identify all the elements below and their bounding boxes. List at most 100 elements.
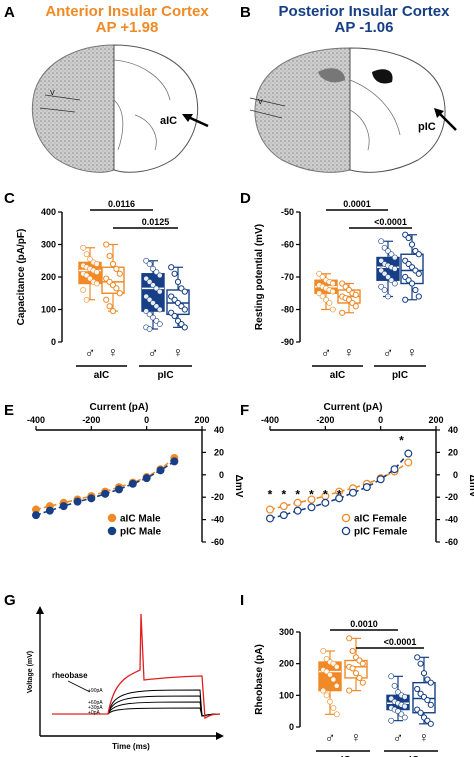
- d-data-point-outline: [378, 267, 385, 274]
- i-data-point: [334, 711, 340, 717]
- f-x-tick-label: 200: [428, 415, 443, 425]
- e-x-axis-label: Current (pA): [90, 402, 149, 413]
- d-data-point: [326, 300, 332, 306]
- f-y-tick-label: 40: [448, 425, 458, 435]
- c-data-point-outline: [146, 296, 153, 303]
- d-data-point: [412, 286, 419, 294]
- e-y-tick-label: -60: [211, 537, 224, 547]
- c-data-point: [106, 252, 113, 259]
- d-comparison-label: 0.0001: [343, 199, 371, 209]
- i-data-point: [346, 635, 353, 642]
- i-y-axis-label: Rheobase (pA): [254, 644, 265, 715]
- c-data-point: [94, 280, 100, 287]
- c-data-point: [106, 303, 113, 310]
- d-y-tick-label: -50: [281, 207, 294, 217]
- c-data-point-outline: [83, 296, 90, 303]
- d-data-point: [415, 251, 422, 258]
- c-data-point-outline: [146, 326, 153, 332]
- c-data-point-outline: [80, 244, 87, 251]
- panel-letter-c: C: [4, 190, 15, 207]
- c-data-point-outline: [153, 269, 160, 276]
- d-y-axis-label: Resting potential (mV): [254, 224, 265, 330]
- c-data-point: [94, 269, 100, 275]
- e-data-point: [128, 479, 137, 488]
- f-y-tick-label: -40: [445, 515, 458, 525]
- e-x-tick-label: -400: [27, 415, 45, 425]
- d-data-point-outline: [388, 277, 395, 284]
- f-significance-marker: *: [337, 487, 342, 501]
- f-legend-marker: [341, 513, 351, 523]
- c-data-point: [103, 241, 110, 248]
- f-data-point: [362, 483, 371, 492]
- d-data-point: [402, 296, 409, 303]
- d-data-point: [392, 254, 398, 261]
- f-x-tick-label: -400: [261, 415, 279, 425]
- f-data-point: [404, 449, 413, 458]
- d-data-point: [352, 291, 359, 298]
- c-data-point: [171, 312, 178, 320]
- c-data-point: [116, 270, 123, 277]
- c-sex-symbol: ♀: [173, 344, 184, 360]
- i-sex-symbol: ♂: [393, 729, 404, 745]
- c-data-point: [84, 297, 90, 303]
- i-data-point: [427, 720, 434, 727]
- f-significance-marker: *: [399, 434, 404, 448]
- g-y-axis-arrow: [36, 606, 44, 614]
- c-data-point-outline: [143, 257, 150, 264]
- i-data-point: [334, 664, 340, 670]
- c-data-point: [109, 260, 117, 268]
- i-data-point: [346, 687, 353, 694]
- d-data-point: [378, 238, 384, 244]
- g-rheobase-pointer: [67, 680, 91, 693]
- c-data-point: [181, 324, 188, 331]
- e-series-line: [35, 457, 175, 511]
- c-data-point: [171, 270, 178, 277]
- i-data-point: [320, 648, 326, 654]
- i-data-point: [420, 670, 428, 677]
- d-data-point-outline: [385, 248, 391, 254]
- d-data-point: [415, 270, 422, 277]
- f-data-point: [293, 498, 302, 507]
- i-data-point-outline: [391, 682, 398, 689]
- d-sex-symbol: ♀: [407, 344, 418, 360]
- c-data-point-outline: [150, 300, 156, 306]
- c-data-point-outline: [143, 308, 150, 315]
- i-data-point-outline: [388, 673, 395, 680]
- i-data-point-outline: [395, 708, 401, 715]
- c-data-point-outline: [146, 278, 153, 285]
- i-data-point: [324, 692, 330, 698]
- i-data-point: [388, 673, 394, 679]
- f-x-axis-label: Current (pA): [324, 402, 383, 413]
- g-x-axis-label: Time (ms): [112, 742, 150, 751]
- i-region-label: pIC: [403, 755, 419, 757]
- g-current-step-label: +0pA: [88, 710, 100, 716]
- i-data-point: [334, 683, 340, 689]
- c-data-point-outline: [93, 261, 100, 267]
- d-data-point-outline: [378, 257, 385, 264]
- f-legend-label: pIC Female: [354, 527, 408, 538]
- c-data-point: [174, 278, 182, 285]
- d-data-point-outline: [381, 244, 388, 251]
- c-comparison-label: 0.0116: [108, 199, 135, 209]
- i-sex-symbol: ♂: [325, 729, 336, 745]
- d-data-point: [382, 287, 388, 293]
- i-sex-symbol: ♀: [419, 729, 430, 745]
- e-legend-marker: [107, 513, 117, 523]
- f-legend-label: aIC Female: [354, 514, 407, 525]
- i-data-point: [417, 709, 424, 716]
- panel-a-title: Anterior Insular Cortex AP +1.98: [22, 4, 232, 36]
- i-data-point: [356, 674, 363, 682]
- g-x-axis-arrow: [216, 732, 224, 740]
- c-data-point-outline: [143, 275, 150, 282]
- d-data-point-outline: [381, 287, 388, 293]
- c-data-point-outline: [153, 285, 160, 292]
- d-sex-symbol: ♀: [344, 344, 355, 360]
- d-data-point-outline: [391, 280, 398, 287]
- d-data-point-outline: [378, 238, 385, 245]
- d-data-point-outline: [378, 283, 385, 290]
- c-data-point: [116, 290, 123, 297]
- f-y-tick-label: -60: [445, 537, 458, 547]
- c-data-point: [94, 261, 100, 267]
- c-data-point-outline: [83, 272, 90, 279]
